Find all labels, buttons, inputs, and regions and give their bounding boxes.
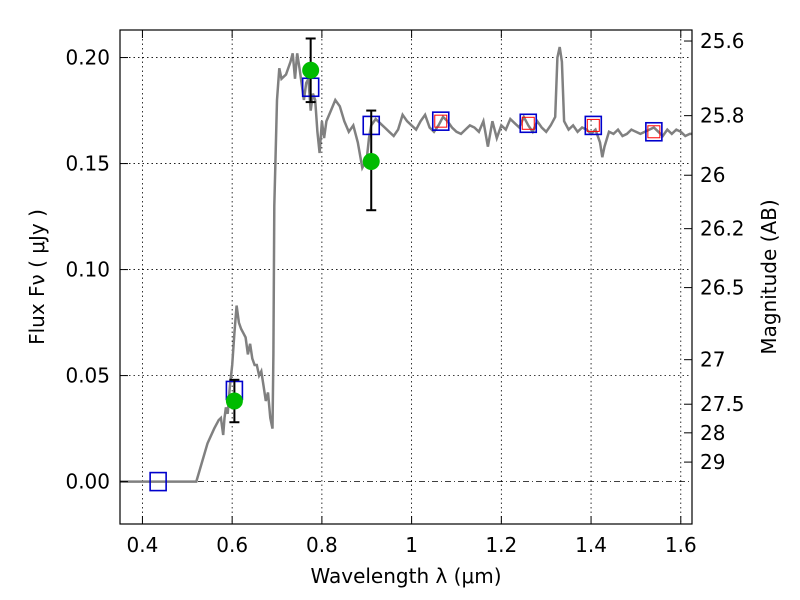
data-marks — [149, 37, 663, 492]
model-box-1-5 — [519, 113, 538, 134]
model-box-2-2 — [586, 118, 600, 132]
x-tick-label-4: 1.2 — [485, 533, 517, 557]
model-box-1-6 — [584, 115, 603, 136]
right-axis-label: Magnitude (AB) — [757, 199, 781, 354]
model-box-2-1 — [521, 116, 535, 130]
model-box-2-0 — [434, 114, 448, 128]
right-tick-label-4: 26.5 — [700, 276, 745, 300]
right-tick-label-0: 25.6 — [700, 29, 745, 53]
x-tick-label-6: 1.6 — [665, 533, 697, 557]
right-tick-label-7: 28 — [700, 421, 725, 445]
x-tick-label-1: 0.6 — [216, 533, 248, 557]
y-tick-label-3: 0.15 — [65, 152, 110, 176]
x-tick-label-2: 0.8 — [306, 533, 338, 557]
x-tick-label-5: 1.4 — [575, 533, 607, 557]
right-tick-label-3: 26.2 — [700, 217, 745, 241]
spectrum-line — [120, 46, 692, 483]
photometry-point-0 — [225, 392, 243, 410]
y-tick-label-1: 0.05 — [65, 364, 110, 388]
right-tick-label-2: 26 — [700, 163, 725, 187]
model-box-1-0 — [149, 471, 167, 492]
ticks: 0.4 0.6 0.8 1 1.2 1.4 1.6 0.00 0.05 0.10 0.15 0.20 2… — [65, 29, 744, 557]
model-box-2-3 — [647, 125, 661, 139]
photometry-point-2 — [362, 152, 380, 170]
y-axis-label: Flux Fν ( μJy ) — [25, 209, 49, 345]
right-tick-label-5: 27 — [700, 348, 725, 372]
x-tick-label-3: 1 — [405, 533, 418, 557]
grid — [120, 30, 692, 524]
right-tick-label-1: 25.8 — [700, 104, 745, 128]
y-tick-label-4: 0.20 — [65, 46, 110, 70]
right-tick-label-6: 27.5 — [700, 392, 745, 416]
photometry-point-1 — [302, 61, 320, 79]
y-tick-label-0: 0.00 — [65, 470, 110, 494]
x-tick-label-0: 0.4 — [127, 533, 159, 557]
model-box-1-4 — [431, 111, 450, 131]
x-axis-label: Wavelength λ (μm) — [310, 564, 501, 588]
plot-frame — [119, 29, 693, 525]
y-tick-label-2: 0.10 — [65, 258, 110, 282]
right-tick-label-8: 29 — [700, 450, 725, 474]
model-box-1-7 — [645, 121, 663, 142]
